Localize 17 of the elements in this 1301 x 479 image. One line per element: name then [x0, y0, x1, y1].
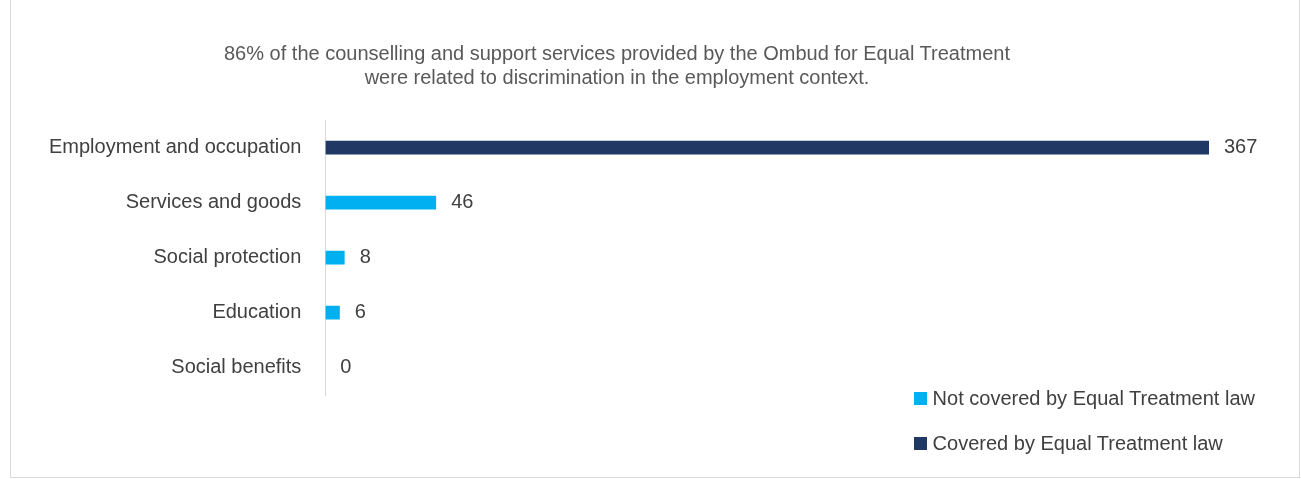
- bar: [325, 140, 1209, 155]
- data-label: 367: [1224, 135, 1258, 158]
- data-label: 0: [340, 355, 352, 378]
- y-tick-label: Social protection: [153, 245, 302, 268]
- data-label: 8: [359, 245, 371, 268]
- chart-title: 86% of the counselling and support services provided by the Ombud for Equal Treatment were related to discrimination in the employment context.: [223, 41, 1011, 88]
- data-label: 6: [354, 300, 366, 323]
- bar: [325, 195, 437, 210]
- legend-label: Covered by Equal Treatment law: [932, 432, 1223, 455]
- y-tick-label: Education: [212, 300, 302, 323]
- y-tick-label: Employment and occupation: [49, 135, 302, 158]
- bar: [325, 305, 340, 320]
- legend-label: Not covered by Equal Treatment law: [932, 387, 1255, 410]
- bar: [325, 250, 345, 265]
- y-tick-label: Social benefits: [171, 355, 302, 378]
- y-tick-label: Services and goods: [125, 190, 302, 213]
- data-label: 46: [451, 190, 474, 213]
